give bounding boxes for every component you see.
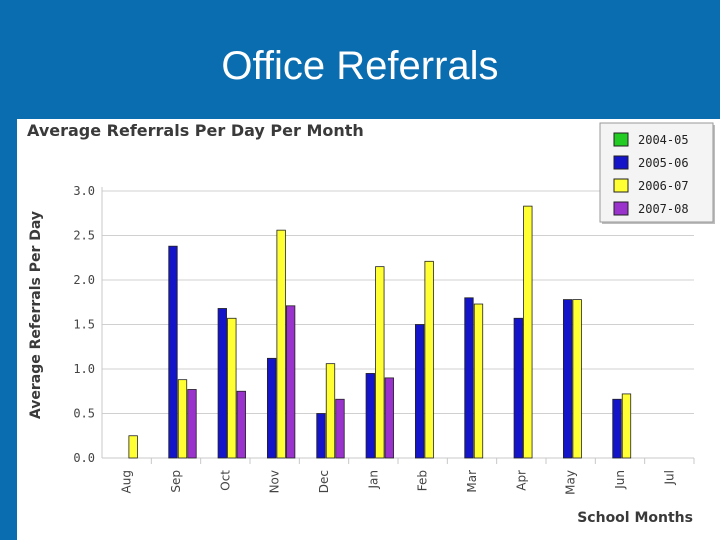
bar-2006-07-Apr xyxy=(523,205,533,459)
bar-2006-07-May xyxy=(572,299,582,459)
legend-entry: 2004-05 xyxy=(638,133,689,147)
x-tick-label: May xyxy=(564,470,578,495)
x-tick-label: Dec xyxy=(317,470,331,493)
x-axis-label: School Months xyxy=(577,510,693,526)
legend-entry: 2005-06 xyxy=(638,156,689,170)
bar-2005-06-May xyxy=(562,299,573,459)
bar-2007-08-Sep xyxy=(187,389,197,459)
chart-title: Average Referrals Per Day Per Month xyxy=(27,121,364,140)
x-tick-label: Jul xyxy=(662,470,676,485)
y-tick-label: 0.0 xyxy=(73,451,95,465)
slide-title: Office Referrals xyxy=(221,44,499,88)
bar-2006-07-Nov xyxy=(276,229,286,459)
y-tick-label: 3.0 xyxy=(73,184,95,198)
bar-2007-08-Oct xyxy=(236,390,246,459)
bar-2005-06-Jan xyxy=(365,373,375,459)
x-tick-label: Oct xyxy=(218,470,232,491)
bar-2006-07-Sep xyxy=(177,379,188,459)
bar-chart: Average Referrals Per Day Per Month Aver… xyxy=(27,121,715,526)
bar-2005-06-Mar xyxy=(464,297,474,459)
y-tick-labels: 0.0 0.5 1.0 1.5 2.0 2.5 3.0 xyxy=(73,184,95,465)
legend-swatch-2006-07 xyxy=(613,178,629,193)
bar-2006-07-Jun xyxy=(621,393,632,459)
x-tick-label: Jun xyxy=(613,470,627,490)
bar-2006-07-Feb xyxy=(424,260,434,459)
legend-entry: 2006-07 xyxy=(638,179,689,193)
y-axis-label: Average Referrals Per Day xyxy=(28,211,44,419)
y-tick-label: 0.5 xyxy=(73,407,95,421)
x-tick-label: Aug xyxy=(120,470,134,493)
x-tick-labels: Aug Sep Oct Nov Dec Jan Feb Mar Apr May Jun Jul xyxy=(120,470,677,495)
bar-2006-07-Jan xyxy=(375,266,385,459)
bar-2005-06-Dec xyxy=(316,413,326,459)
bar-2007-08-Nov xyxy=(285,305,296,459)
grid xyxy=(101,187,695,464)
bar-2006-07-Mar xyxy=(473,303,484,459)
chart-panel: Average Referrals Per Day Per Month Aver… xyxy=(17,119,720,540)
legend-entry: 2007-08 xyxy=(638,202,689,216)
x-tick-label: Sep xyxy=(169,470,183,493)
y-tick-label: 2.0 xyxy=(73,273,95,287)
bar-2007-08-Jan xyxy=(384,377,394,459)
y-tick-label: 1.5 xyxy=(73,318,95,332)
x-tick-label: Nov xyxy=(268,470,282,493)
bar-2006-07-Dec xyxy=(325,363,336,459)
legend-swatch-2005-06 xyxy=(613,155,629,170)
y-tick-label: 2.5 xyxy=(73,229,95,243)
x-tick-label: Feb xyxy=(416,470,430,491)
x-tick-label: Apr xyxy=(514,470,528,491)
bar-2007-08-Dec xyxy=(335,398,345,459)
bar-2005-06-Oct xyxy=(217,308,227,459)
y-tick-label: 1.0 xyxy=(73,362,95,376)
bar-2005-06-Jun xyxy=(612,398,622,459)
bar-2005-06-Apr xyxy=(513,317,523,459)
bars xyxy=(128,205,632,459)
x-tick-label: Jan xyxy=(366,470,380,490)
legend-swatch-2004-05 xyxy=(613,132,629,147)
legend-swatch-2007-08 xyxy=(613,201,629,216)
bar-2005-06-Feb xyxy=(414,324,425,459)
bar-2005-06-Sep xyxy=(168,245,178,459)
bar-2005-06-Nov xyxy=(266,357,277,459)
legend: 2004-05 2005-06 2006-07 2007-08 xyxy=(599,122,715,224)
x-tick-label: Mar xyxy=(465,470,479,493)
bar-2006-07-Oct xyxy=(227,317,237,459)
bar-2006-07-Aug xyxy=(128,435,138,459)
